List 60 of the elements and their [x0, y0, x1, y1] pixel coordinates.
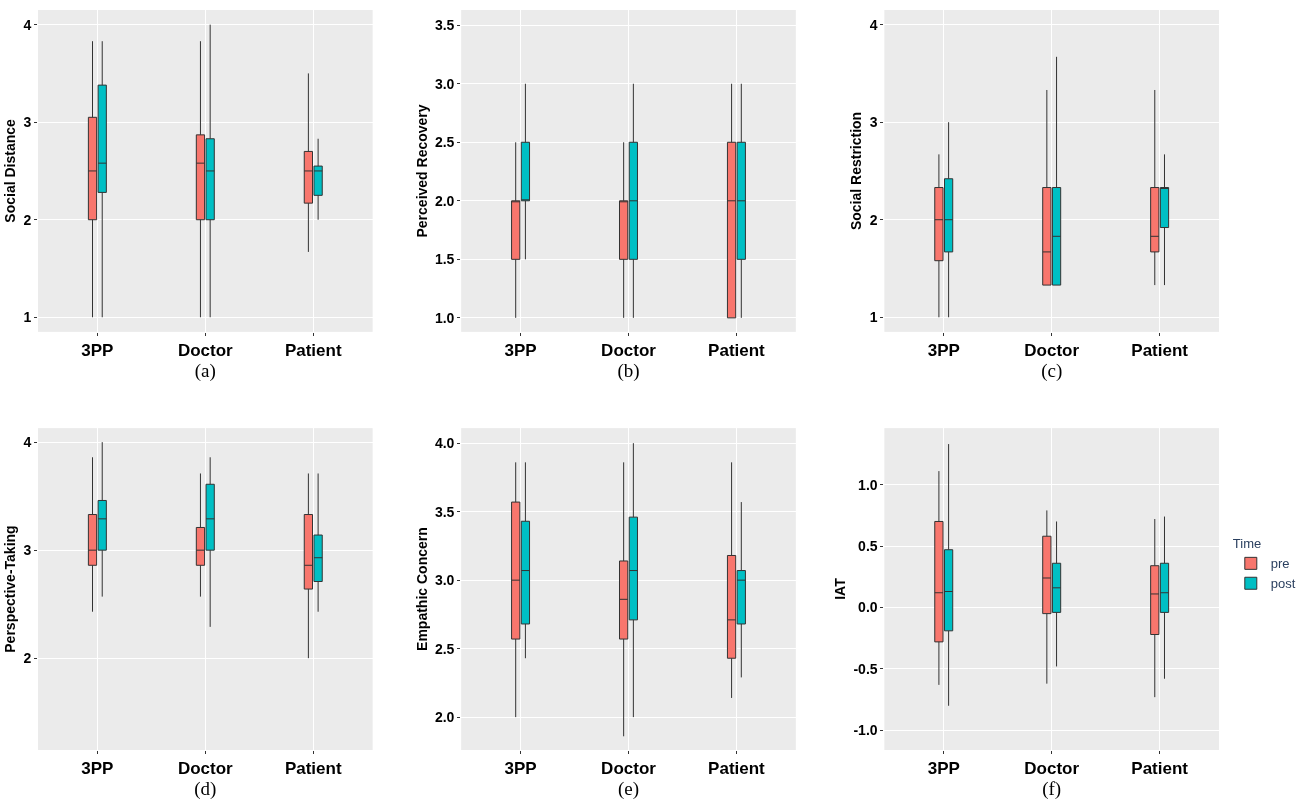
legend-label: post: [1270, 576, 1296, 592]
y-axis-title: Social Restriction: [848, 111, 865, 231]
y-tick-label: 4: [23, 434, 32, 451]
y-tick-label: 0.5: [858, 537, 878, 554]
x-tick-label: Patient: [284, 341, 342, 361]
legend-label: pre: [1270, 556, 1290, 572]
y-tick-label: 2: [23, 650, 32, 667]
x-tick-label: Doctor: [177, 341, 234, 361]
y-tick-label: 0.0: [858, 599, 878, 616]
y-tick-label: -0.5: [853, 660, 878, 677]
x-tick-label: Doctor: [1024, 341, 1080, 361]
y-axis-title: Social Distance: [2, 119, 18, 223]
x-tick-label: 3PP: [504, 759, 537, 779]
x-tick-label: Doctor: [601, 759, 657, 779]
x-axis-title: (d): [194, 778, 217, 801]
y-tick-label: 2.5: [434, 134, 455, 151]
y-tick-label: 2.0: [434, 709, 455, 726]
y-tick-label: 1: [869, 309, 878, 326]
x-axis-title: (f): [1042, 778, 1062, 801]
x-tick-label: 3PP: [927, 341, 960, 361]
y-tick-label: 1.5: [434, 251, 455, 268]
x-tick-label: 3PP: [81, 759, 114, 779]
y-tick-label: 3.5: [434, 503, 455, 520]
x-axis-title: (b): [617, 360, 640, 383]
x-tick-label: 3PP: [81, 341, 114, 361]
y-axis-title: Perspective-Taking: [2, 525, 18, 653]
y-tick-label: 1: [23, 309, 32, 326]
y-tick-label: -1.0: [853, 722, 878, 739]
x-tick-label: Doctor: [177, 759, 234, 779]
y-tick-label: 4.0: [434, 435, 455, 452]
x-tick-label: Patient: [708, 341, 766, 361]
x-tick-label: 3PP: [504, 341, 537, 361]
x-tick-label: Doctor: [1024, 759, 1080, 779]
y-tick-label: 4: [869, 16, 878, 33]
y-tick-label: 2: [23, 211, 32, 228]
y-tick-label: 1.0: [434, 309, 455, 326]
legend-title: Time: [1232, 536, 1262, 552]
x-axis-title: (a): [194, 360, 216, 383]
y-tick-label: 3: [869, 114, 878, 131]
x-tick-label: Doctor: [601, 341, 657, 361]
x-tick-label: 3PP: [927, 759, 960, 779]
y-tick-label: 3.0: [434, 572, 455, 589]
y-tick-label: 1.0: [858, 476, 878, 493]
x-axis-title: (c): [1041, 360, 1063, 383]
x-tick-label: Patient: [1131, 341, 1189, 361]
x-tick-label: Patient: [284, 759, 342, 779]
x-axis-title: (e): [617, 778, 640, 801]
y-axis-title: Empathic Concern: [413, 527, 430, 651]
y-tick-label: 4: [23, 16, 32, 33]
y-tick-label: 2: [869, 211, 878, 228]
y-axis-title: IAT: [832, 577, 849, 600]
y-tick-label: 3.0: [434, 75, 455, 92]
y-tick-label: 2.0: [434, 192, 455, 209]
y-tick-label: 3.5: [434, 17, 455, 34]
x-tick-label: Patient: [708, 759, 766, 779]
y-tick-label: 3: [23, 542, 32, 559]
x-tick-label: Patient: [1131, 759, 1189, 779]
y-tick-label: 2.5: [434, 640, 455, 657]
y-axis-title: Perceived Recovery: [413, 104, 430, 238]
y-tick-label: 3: [23, 114, 32, 131]
